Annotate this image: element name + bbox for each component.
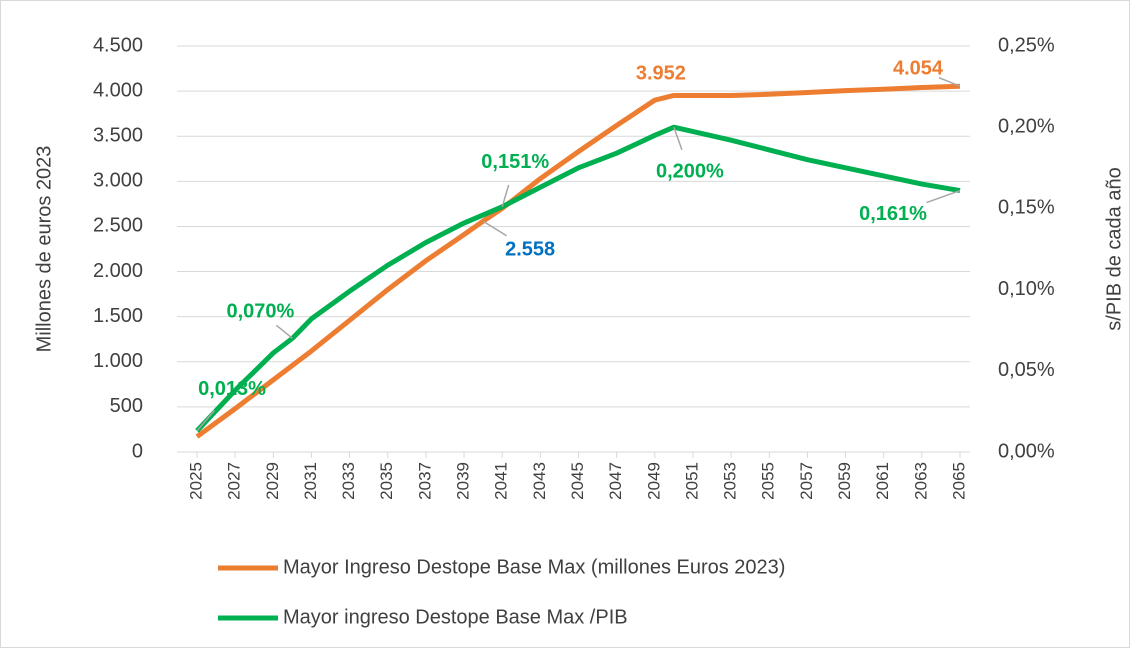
x-tick-label: 2043 [530,462,549,500]
x-tick-label: 2035 [377,462,396,500]
x-tick-label: 2027 [225,462,244,500]
x-tick-label: 2031 [301,462,320,500]
y-tick-label: 4.500 [93,34,143,56]
y-tick-label: 4.000 [93,79,143,101]
leader-line [196,409,216,432]
data-label: 3.952 [636,63,686,85]
x-tick-label: 2059 [835,462,854,500]
data-label: 4.054 [893,58,944,80]
x-tick-label: 2033 [339,462,358,500]
x-tick-label: 2061 [873,462,892,500]
y-tick-label: 500 [110,395,143,417]
data-label: 0,200% [656,160,724,182]
data-label: 0,161% [859,203,927,225]
y-axis-label: Millones de euros 2023 [33,146,55,353]
leader-line [926,189,961,204]
x-tick-label: 2045 [568,462,587,500]
x-tick-label: 2047 [606,462,625,500]
y2-tick-label: 0,10% [998,278,1055,300]
leader-line [938,77,961,87]
y-tick-label: 1.500 [93,305,143,327]
data-label: 0,013% [198,378,266,400]
y-tick-label: 3.500 [93,125,143,147]
y2-tick-label: 0,20% [998,115,1055,137]
x-tick-label: 2063 [911,462,930,500]
series-line [195,83,961,439]
x-tick-label: 2039 [454,462,473,500]
y2-tick-label: 0,05% [998,359,1055,381]
x-tick-label: 2041 [492,462,511,500]
data-label: 2.558 [505,238,555,260]
x-tick-label: 2025 [186,462,205,500]
y-tick-label: 3.000 [93,170,143,192]
x-tick-label: 2065 [949,462,968,500]
x-tick-label: 2055 [759,462,778,500]
x-tick-label: 2051 [682,462,701,500]
x-tick-label: 2053 [721,462,740,500]
y2-tick-label: 0,00% [998,440,1055,462]
y-tick-label: 1.000 [93,350,143,372]
leader-line [275,324,293,339]
y-tick-label: 2.500 [93,215,143,237]
series-line [195,124,961,433]
data-label: 0,151% [481,151,549,173]
legend-label: Mayor Ingreso Destope Base Max (millones… [283,556,785,578]
y-tick-label: 2.000 [93,260,143,282]
y2-tick-label: 0,15% [998,197,1055,219]
y2-axis-label: s/PIB de cada año [1103,167,1125,330]
y-tick-label: 0 [132,440,143,462]
legend-label: Mayor ingreso Destope Base Max /PIB [283,606,628,628]
data-label: 0,070% [226,301,294,323]
leader-line [482,220,508,237]
leader-line [501,184,510,207]
x-tick-label: 2037 [415,462,434,500]
y2-tick-label: 0,25% [998,34,1055,56]
leader-line [673,126,683,150]
x-tick-label: 2057 [797,462,816,500]
x-tick-label: 2029 [263,462,282,500]
x-tick-label: 2049 [644,462,663,500]
